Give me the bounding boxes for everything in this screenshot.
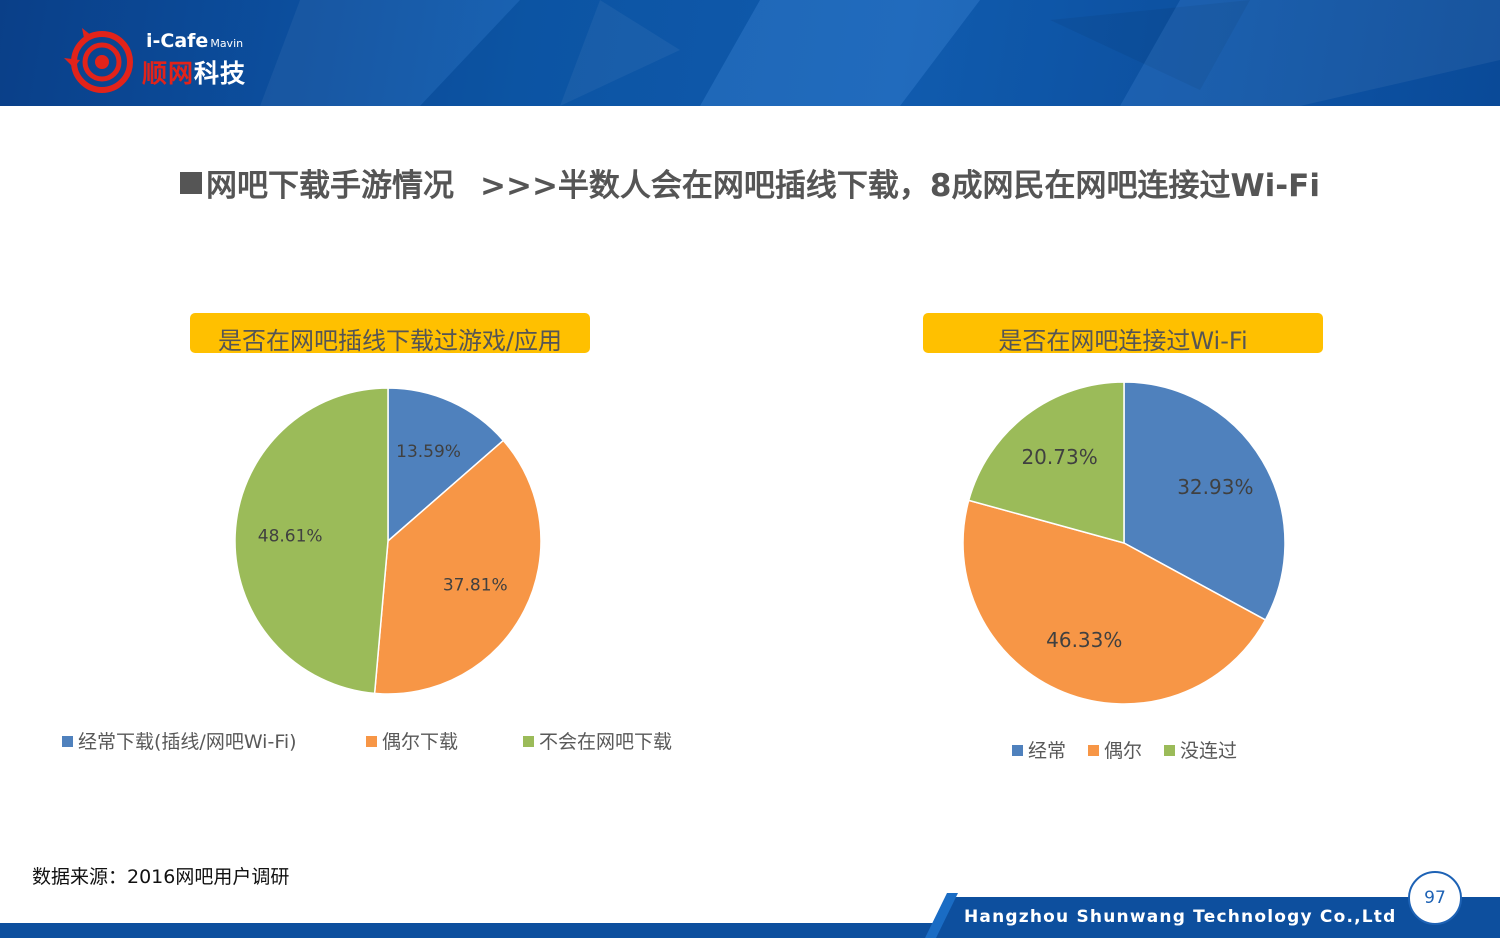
legend-item: 没连过 <box>1164 736 1237 763</box>
pie-1-slice-1 <box>962 499 1267 705</box>
page-title: 网吧下载手游情况 >>>半数人会在网吧插线下载，8成网民在网吧连接过Wi-Fi <box>0 160 1500 205</box>
pie-1-data-label-0: 32.93% <box>1177 475 1253 499</box>
legend-swatch-blue <box>62 736 73 747</box>
legend-left: 经常下载(插线/网吧Wi-Fi) 偶尔下载 不会在网吧下载 <box>62 727 702 753</box>
pie-0-slice-1 <box>373 439 542 695</box>
pie-1-data-label-2: 20.73% <box>1021 445 1097 469</box>
logo-text-english: i-Cafe Mavin <box>146 30 244 52</box>
legend-right: 经常 偶尔 没连过 <box>1012 736 1262 762</box>
chart-title-left: 是否在网吧插线下载过游戏/应用 <box>190 313 590 353</box>
chart-title-right: 是否在网吧连接过Wi-Fi <box>923 313 1323 353</box>
square-bullet-icon <box>180 172 202 194</box>
legend-swatch-orange <box>1088 745 1099 756</box>
legend-item: 偶尔 <box>1088 736 1142 763</box>
footer-company-name: Hangzhou Shunwang Technology Co.,Ltd <box>964 907 1397 927</box>
pie-1-slice-0 <box>1123 381 1286 621</box>
pie-0-slice-0 <box>387 387 505 543</box>
legend-swatch-green <box>1164 745 1175 756</box>
footer-band <box>0 893 1500 938</box>
legend-item: 偶尔下载 <box>366 727 458 754</box>
title-main: 网吧下载手游情况 <box>206 168 454 204</box>
page-number-badge: 97 <box>1408 871 1462 925</box>
legend-swatch-orange <box>366 736 377 747</box>
logo-text-chinese: 顺网科技 <box>142 59 247 88</box>
data-source-note: 数据来源：2016网吧用户调研 <box>32 866 290 888</box>
pie-0-data-label-0: 13.59% <box>396 442 461 462</box>
target-logo-icon <box>64 28 133 93</box>
pie-0-slice-2 <box>234 387 389 695</box>
pie-0-data-label-2: 48.61% <box>258 527 323 547</box>
pie-1-data-label-1: 46.33% <box>1046 628 1122 652</box>
header-background-pattern <box>260 0 1500 106</box>
title-subtitle: >>>半数人会在网吧插线下载，8成网民在网吧连接过Wi-Fi <box>480 168 1320 204</box>
legend-item: 经常 <box>1012 736 1066 763</box>
legend-swatch-blue <box>1012 745 1023 756</box>
legend-item: 经常下载(插线/网吧Wi-Fi) <box>62 727 297 754</box>
company-logo: i-Cafe Mavin 顺网科技 <box>62 14 292 94</box>
pie-1-slice-2 <box>967 381 1125 544</box>
pie-0-data-label-1: 37.81% <box>443 575 508 595</box>
legend-item: 不会在网吧下载 <box>523 727 672 754</box>
header-banner: i-Cafe Mavin 顺网科技 <box>0 0 1500 106</box>
legend-swatch-green <box>523 736 534 747</box>
